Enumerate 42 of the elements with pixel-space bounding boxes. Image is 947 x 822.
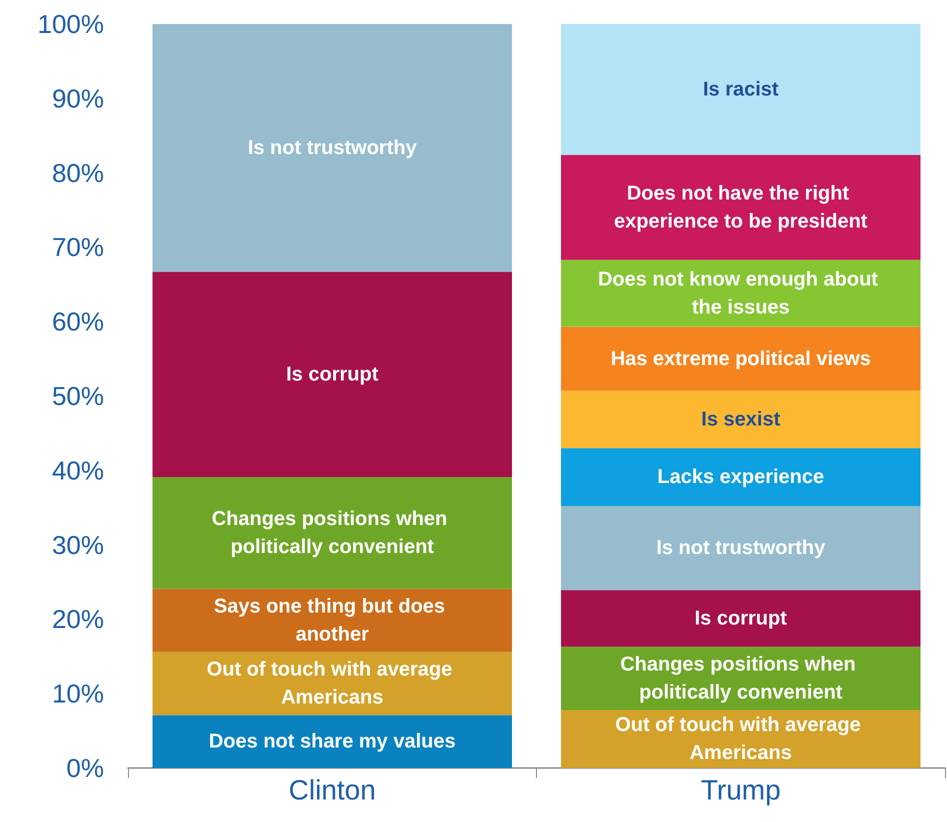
y-tick-label: 30%: [52, 530, 104, 560]
y-tick-label: 90%: [52, 83, 104, 114]
y-tick-label: 50%: [52, 381, 104, 411]
series-label: Out of touch with average Americans: [615, 714, 866, 764]
series-label: Says one thing but does another: [214, 595, 451, 646]
series-label: Is corrupt: [694, 607, 788, 630]
bar: [561, 506, 920, 590]
bar: [152, 24, 512, 272]
bar: [561, 326, 920, 391]
y-tick-label: 80%: [52, 158, 104, 188]
bar: [152, 715, 512, 768]
series-label: Changes positions when politically convenient: [620, 653, 862, 704]
bar: [561, 154, 920, 260]
bar: [561, 590, 920, 647]
series-label: Is racist: [702, 78, 779, 100]
text: Is not trustworthy: [248, 136, 417, 159]
series-label: Is not trustworthy: [656, 537, 826, 560]
y-tick-label: 60%: [52, 306, 104, 337]
bar: [561, 260, 920, 327]
series-label: Does not know enough about the issues: [598, 268, 884, 318]
bar: [561, 390, 920, 448]
y-tick-label: 70%: [52, 232, 104, 262]
series-label: Lacks experience: [657, 466, 824, 488]
y-tick-label: 20%: [52, 604, 104, 634]
series-label: Has extreme political views: [610, 348, 871, 370]
x-tick-label: Trump: [700, 774, 781, 806]
y-tick-label: 10%: [52, 678, 104, 709]
bar: [561, 448, 920, 506]
series-label: Does not share my values: [208, 730, 456, 753]
y-tick-label: 40%: [52, 455, 104, 486]
text: Out of touch with average Americans: [206, 658, 452, 709]
text: Is corrupt: [286, 363, 378, 386]
bar: [152, 477, 512, 589]
y-tick-label: 0%: [66, 753, 104, 783]
y-tick-label: 100%: [38, 9, 104, 39]
text: Changes positions when politically convenient: [212, 508, 448, 558]
series-label: Is sexist: [701, 408, 781, 430]
bar: [561, 24, 920, 155]
bar: [152, 272, 512, 478]
series-label: Does not have the right experience to be president: [614, 182, 868, 232]
x-tick-label: Clinton: [288, 774, 376, 806]
bar: [152, 588, 512, 652]
